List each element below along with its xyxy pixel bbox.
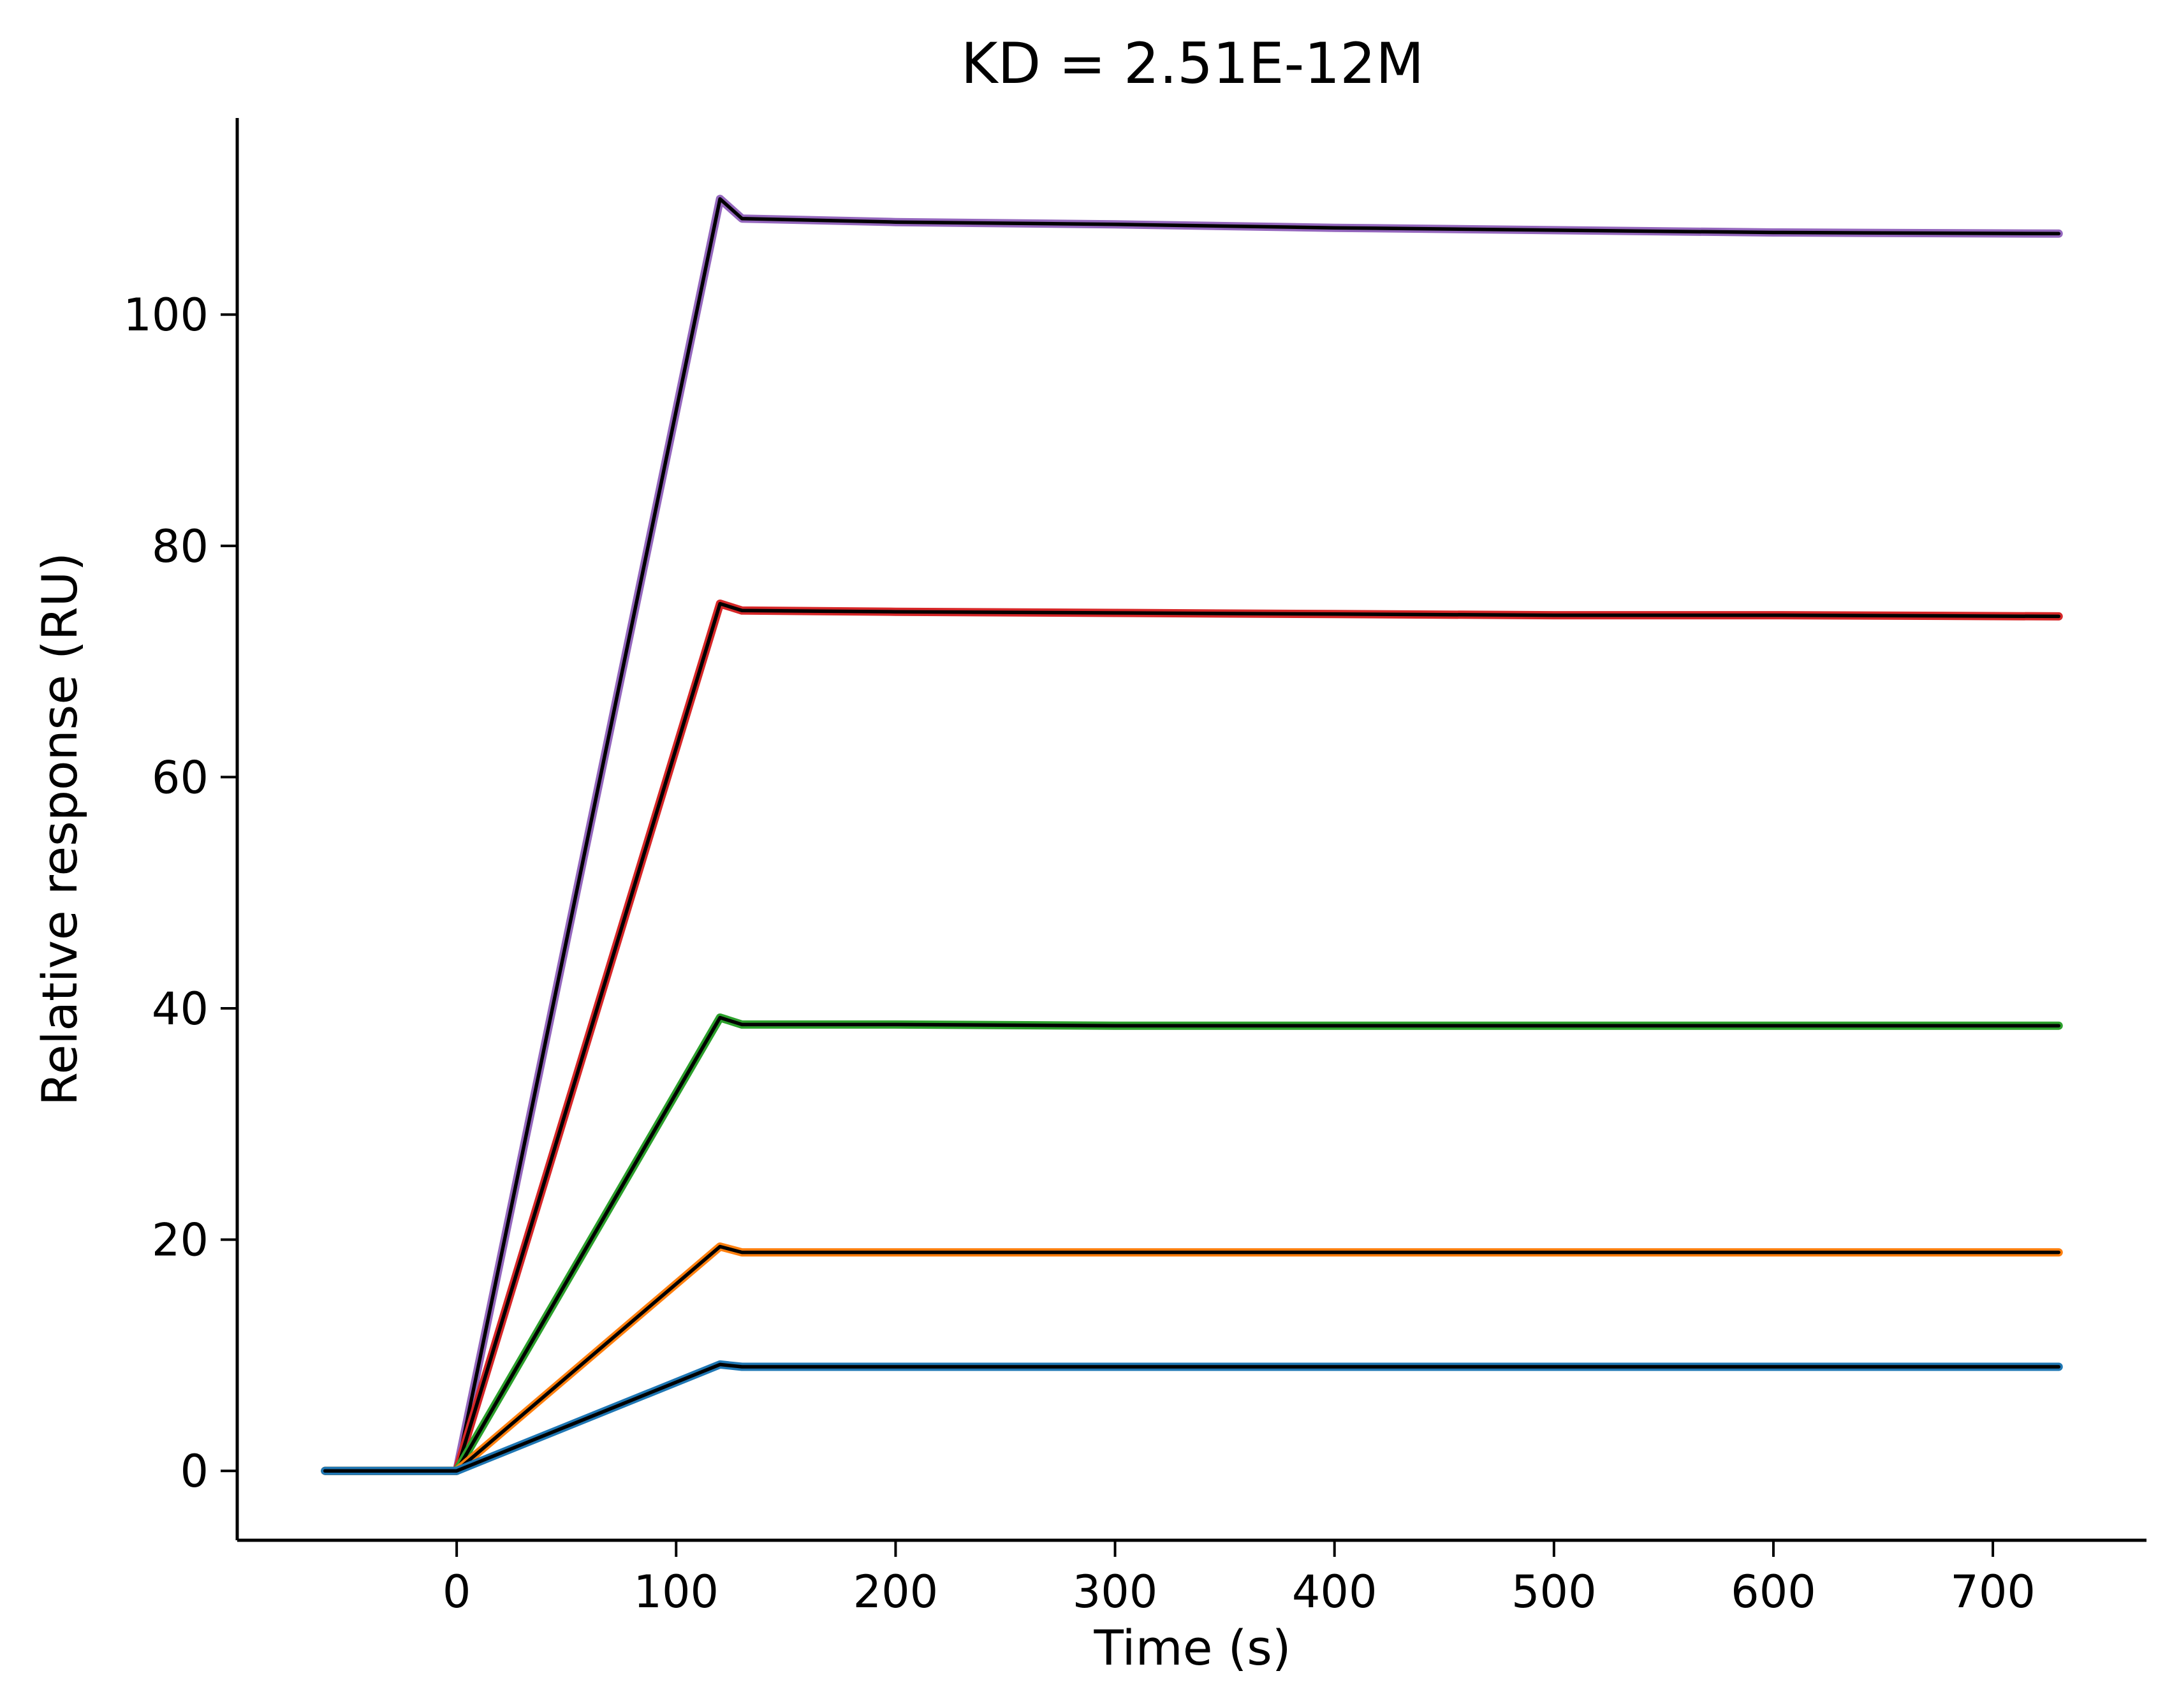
x-tick-label: 300 [1073, 1566, 1158, 1618]
fit-line-3 [323, 1015, 2061, 1473]
x-tick-label: 600 [1731, 1566, 1816, 1618]
y-tick-label: 20 [152, 1214, 209, 1267]
series-line-1 [321, 195, 2063, 1475]
x-tick-label: 0 [443, 1566, 471, 1618]
y-axis: 0 20 40 60 80 100 [123, 118, 239, 1540]
x-tick-label: 700 [1950, 1566, 2036, 1618]
x-axis-label: Time (s) [1093, 1619, 1291, 1676]
series-line-4 [321, 1242, 2063, 1475]
series-line-3 [321, 1013, 2063, 1475]
series-line-2 [321, 600, 2063, 1475]
x-tick-label: 200 [853, 1566, 939, 1618]
y-tick-label: 40 [152, 983, 209, 1035]
x-tick-label: 500 [1511, 1566, 1597, 1618]
y-axis-label: Relative response (RU) [31, 552, 88, 1106]
y-tick-label: 0 [180, 1445, 209, 1498]
x-tick-label: 400 [1292, 1566, 1377, 1618]
y-tick-label: 100 [123, 289, 209, 341]
chart-title: KD = 2.51E-12M [961, 31, 1424, 96]
fit-line-1 [323, 197, 2061, 1473]
fit-line-5 [323, 1362, 2061, 1473]
y-tick-label: 80 [152, 520, 209, 573]
y-tick-label: 60 [152, 751, 209, 804]
x-axis: 0 100 200 300 400 500 600 700 [237, 1538, 2146, 1618]
x-tick-label: 100 [633, 1566, 719, 1618]
plot-area [321, 195, 2063, 1475]
fit-line-2 [323, 601, 2061, 1473]
fit-line-4 [323, 1244, 2061, 1473]
